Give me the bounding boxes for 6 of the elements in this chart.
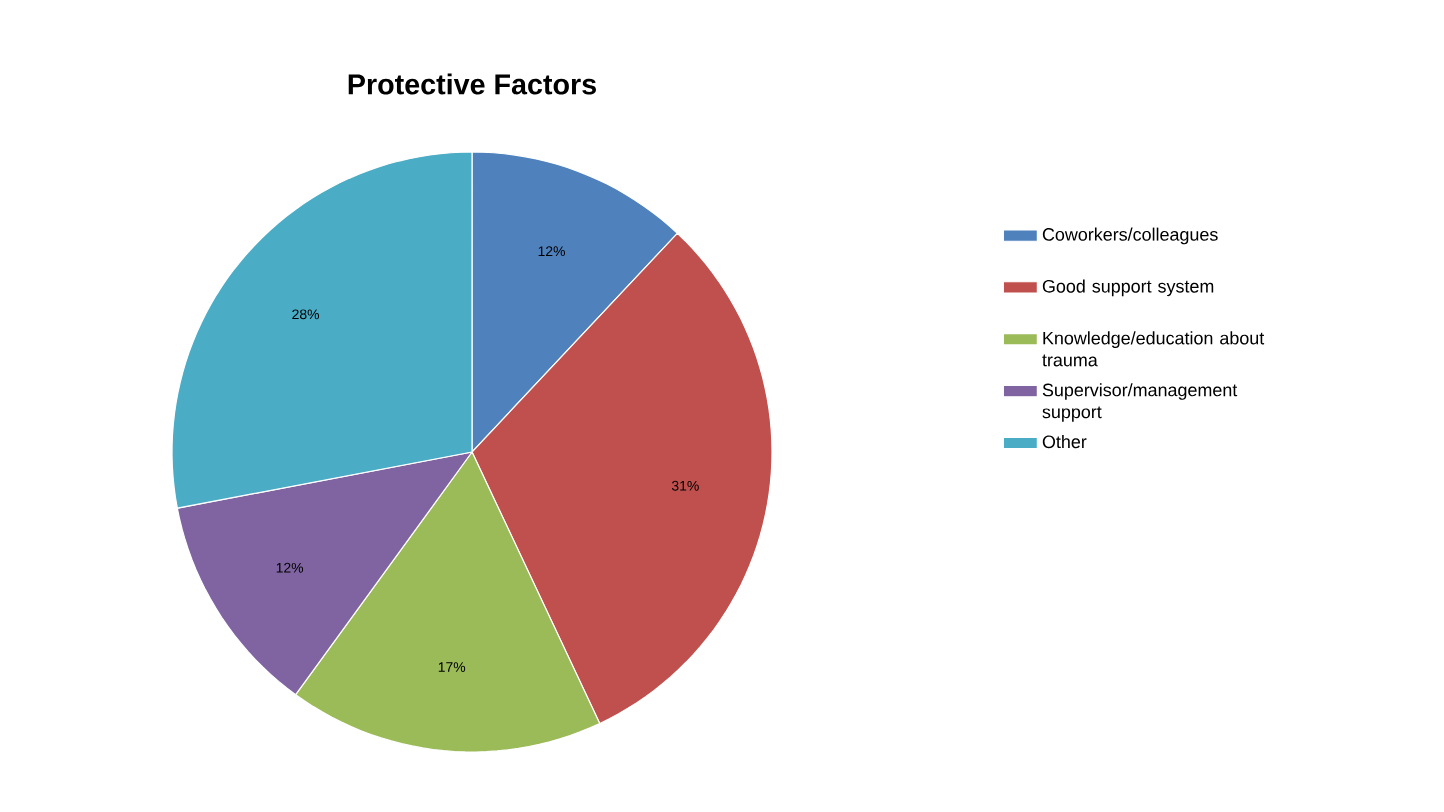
legend-label: Good support system [1042, 279, 1214, 297]
chart-title: Protective Factors [348, 73, 596, 95]
legend-label: Knowledge/education about trauma [1042, 331, 1265, 367]
legend-label: Coworkers/colleagues [1042, 227, 1218, 245]
legend-label: Supervisor/management support [1042, 383, 1238, 422]
legend-label: Other [1042, 434, 1087, 449]
